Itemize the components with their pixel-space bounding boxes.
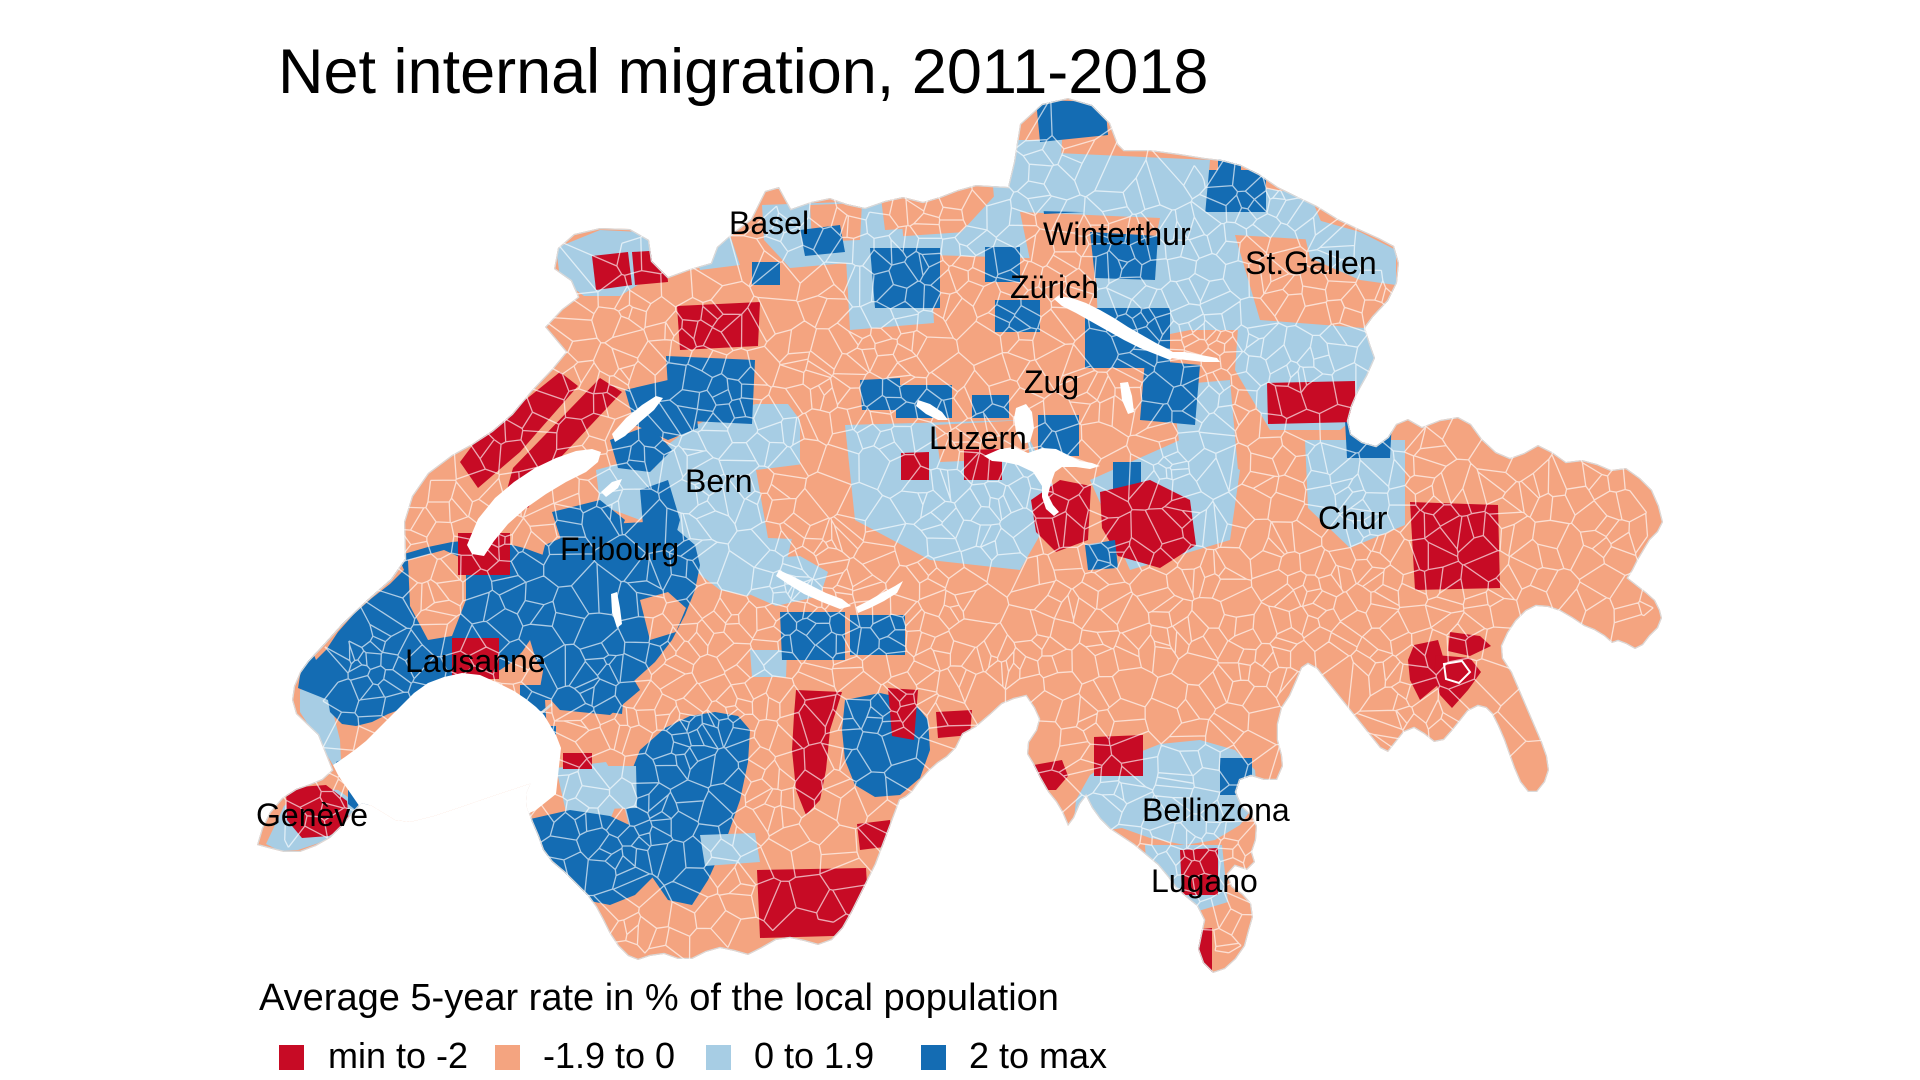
svg-text:0 to 1.9: 0 to 1.9: [754, 1035, 874, 1076]
svg-text:Bern: Bern: [685, 463, 753, 499]
svg-text:Chur: Chur: [1318, 500, 1388, 536]
svg-text:Average 5-year rate in % of th: Average 5-year rate in % of the local po…: [259, 977, 1059, 1019]
svg-text:min to -2: min to -2: [328, 1035, 468, 1076]
svg-text:Lausanne: Lausanne: [405, 643, 546, 679]
svg-text:Lugano: Lugano: [1151, 863, 1258, 899]
svg-text:Genève: Genève: [256, 797, 368, 833]
svg-text:Zug: Zug: [1024, 364, 1079, 400]
svg-text:St.Gallen: St.Gallen: [1245, 245, 1377, 281]
svg-text:Bellinzona: Bellinzona: [1142, 792, 1290, 828]
svg-text:Winterthur: Winterthur: [1043, 216, 1191, 252]
svg-text:2 to max: 2 to max: [969, 1035, 1107, 1076]
svg-text:Luzern: Luzern: [929, 420, 1027, 456]
svg-text:Net internal migration, 2011-2: Net internal migration, 2011-2018: [278, 37, 1208, 107]
svg-text:Zürich: Zürich: [1010, 269, 1099, 305]
svg-text:-1.9 to 0: -1.9 to 0: [543, 1035, 675, 1076]
svg-text:Basel: Basel: [729, 205, 809, 241]
svg-text:Fribourg: Fribourg: [560, 531, 679, 567]
